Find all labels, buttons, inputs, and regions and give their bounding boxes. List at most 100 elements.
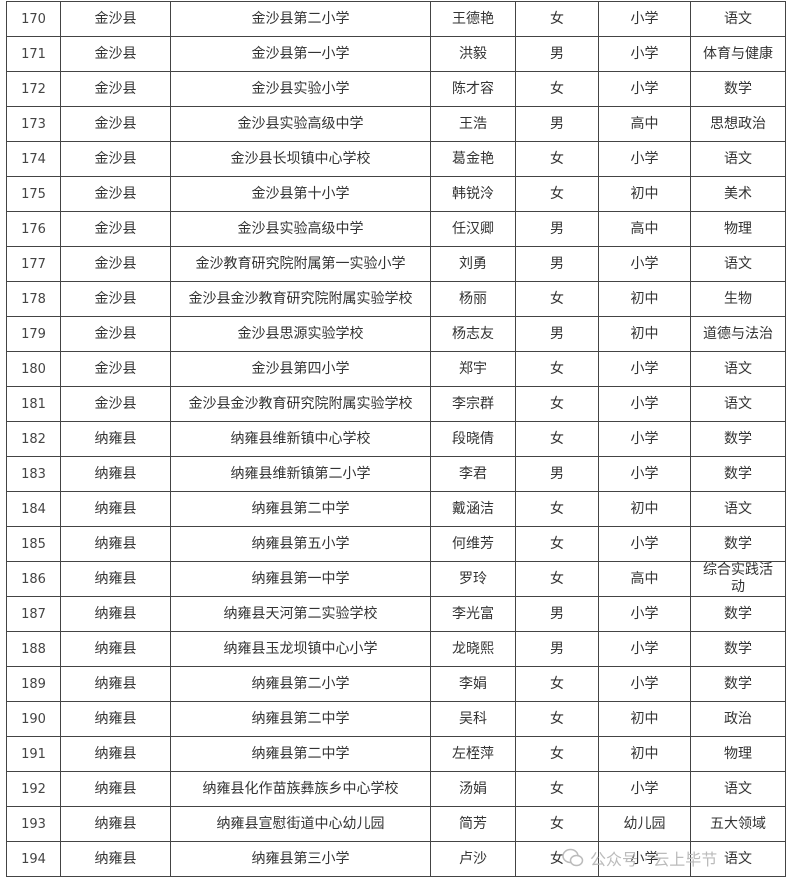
subject: 数学 [690, 666, 786, 702]
county: 纳雍县 [60, 421, 171, 457]
school: 纳雍县第一中学 [170, 561, 431, 597]
school-level: 小学 [598, 421, 691, 457]
subject: 语文 [690, 351, 786, 387]
subject: 美术 [690, 176, 786, 212]
table-row: 177 金沙县 金沙教育研究院附属第一实验小学 刘勇男小学 语文 [6, 246, 786, 282]
table-row: 181 金沙县 金沙县金沙教育研究院附属实验学校 李宗群女小学 语文 [6, 386, 786, 422]
gender: 女 [515, 386, 599, 422]
gender: 女 [515, 71, 599, 107]
teacher-name: 郑宇 [430, 351, 516, 387]
teacher-name: 李光富 [430, 596, 516, 632]
school: 纳雍县第二中学 [170, 701, 431, 737]
county: 纳雍县 [60, 701, 171, 737]
table-row: 191 纳雍县 纳雍县第二中学 左桎萍女初中 物理 [6, 736, 786, 772]
gender: 女 [515, 771, 599, 807]
table-row: 184 纳雍县 纳雍县第二中学 戴涵洁女初中 语文 [6, 491, 786, 527]
school: 纳雍县维新镇中心学校 [170, 421, 431, 457]
teacher-name: 左桎萍 [430, 736, 516, 772]
teacher-name: 卢沙 [430, 841, 516, 877]
teacher-name: 王浩 [430, 106, 516, 142]
row-number: 182 [6, 421, 61, 457]
school-level: 小学 [598, 141, 691, 177]
school: 金沙县第十小学 [170, 176, 431, 212]
school: 纳雍县第二小学 [170, 666, 431, 702]
subject: 语文 [690, 841, 786, 877]
school-level: 高中 [598, 561, 691, 597]
school-level: 小学 [598, 246, 691, 282]
row-number: 173 [6, 106, 61, 142]
row-number: 190 [6, 701, 61, 737]
gender: 女 [515, 491, 599, 527]
school-level: 初中 [598, 281, 691, 317]
row-number: 188 [6, 631, 61, 667]
teacher-name: 李宗群 [430, 386, 516, 422]
school-level: 小学 [598, 456, 691, 492]
school: 纳雍县化作苗族彝族乡中心学校 [170, 771, 431, 807]
school: 金沙县实验高级中学 [170, 106, 431, 142]
gender: 女 [515, 141, 599, 177]
row-number: 170 [6, 1, 61, 37]
county: 纳雍县 [60, 491, 171, 527]
teacher-name: 杨丽 [430, 281, 516, 317]
teacher-name: 李娟 [430, 666, 516, 702]
county: 金沙县 [60, 71, 171, 107]
county: 金沙县 [60, 281, 171, 317]
school: 金沙县第二小学 [170, 1, 431, 37]
school-level: 小学 [598, 1, 691, 37]
school-level: 小学 [598, 771, 691, 807]
school: 金沙教育研究院附属第一实验小学 [170, 246, 431, 282]
teacher-name: 李君 [430, 456, 516, 492]
county: 金沙县 [60, 141, 171, 177]
school: 金沙县金沙教育研究院附属实验学校 [170, 281, 431, 317]
subject: 综合实践活动 [690, 561, 786, 597]
row-number: 183 [6, 456, 61, 492]
gender: 男 [515, 211, 599, 247]
school-level: 小学 [598, 351, 691, 387]
row-number: 175 [6, 176, 61, 212]
school: 纳雍县宣慰街道中心幼儿园 [170, 806, 431, 842]
school: 纳雍县天河第二实验学校 [170, 596, 431, 632]
subject: 体育与健康 [690, 36, 786, 72]
county: 纳雍县 [60, 456, 171, 492]
school: 金沙县长坝镇中心学校 [170, 141, 431, 177]
gender: 女 [515, 701, 599, 737]
row-number: 191 [6, 736, 61, 772]
county: 纳雍县 [60, 561, 171, 597]
table-row: 190 纳雍县 纳雍县第二中学 吴科女初中 政治 [6, 701, 786, 737]
row-number: 187 [6, 596, 61, 632]
table-row: 175 金沙县 金沙县第十小学 韩锐泠女初中 美术 [6, 176, 786, 212]
teacher-name: 何维芳 [430, 526, 516, 562]
subject: 政治 [690, 701, 786, 737]
gender: 男 [515, 106, 599, 142]
county: 纳雍县 [60, 771, 171, 807]
gender: 男 [515, 36, 599, 72]
table-row: 174 金沙县 金沙县长坝镇中心学校 葛金艳女小学 语文 [6, 141, 786, 177]
gender: 女 [515, 666, 599, 702]
school-level: 小学 [598, 666, 691, 702]
school: 金沙县实验小学 [170, 71, 431, 107]
county: 金沙县 [60, 246, 171, 282]
teacher-name: 龙晓熙 [430, 631, 516, 667]
subject: 生物 [690, 281, 786, 317]
gender: 男 [515, 631, 599, 667]
county: 纳雍县 [60, 841, 171, 877]
row-number: 176 [6, 211, 61, 247]
teacher-name: 段晓倩 [430, 421, 516, 457]
gender: 女 [515, 526, 599, 562]
teacher-name: 韩锐泠 [430, 176, 516, 212]
row-number: 184 [6, 491, 61, 527]
row-number: 180 [6, 351, 61, 387]
row-number: 177 [6, 246, 61, 282]
teacher-name: 简芳 [430, 806, 516, 842]
table-row: 176 金沙县 金沙县实验高级中学 任汉卿男高中 物理 [6, 211, 786, 247]
school-level: 高中 [598, 106, 691, 142]
row-number: 178 [6, 281, 61, 317]
watermark-text: 公众号 · 云上毕节 [590, 850, 718, 869]
row-number: 186 [6, 561, 61, 597]
table-row: 172 金沙县 金沙县实验小学 陈才容女小学 数学 [6, 71, 786, 107]
county: 纳雍县 [60, 596, 171, 632]
table-body: 170 金沙县 金沙县第二小学 王德艳女小学 语文 171 金沙县 金沙县第一小学 洪毅男小学体… [6, 1, 786, 877]
table-row: 171 金沙县 金沙县第一小学 洪毅男小学 体育与健康 [6, 36, 786, 72]
teacher-name: 葛金艳 [430, 141, 516, 177]
